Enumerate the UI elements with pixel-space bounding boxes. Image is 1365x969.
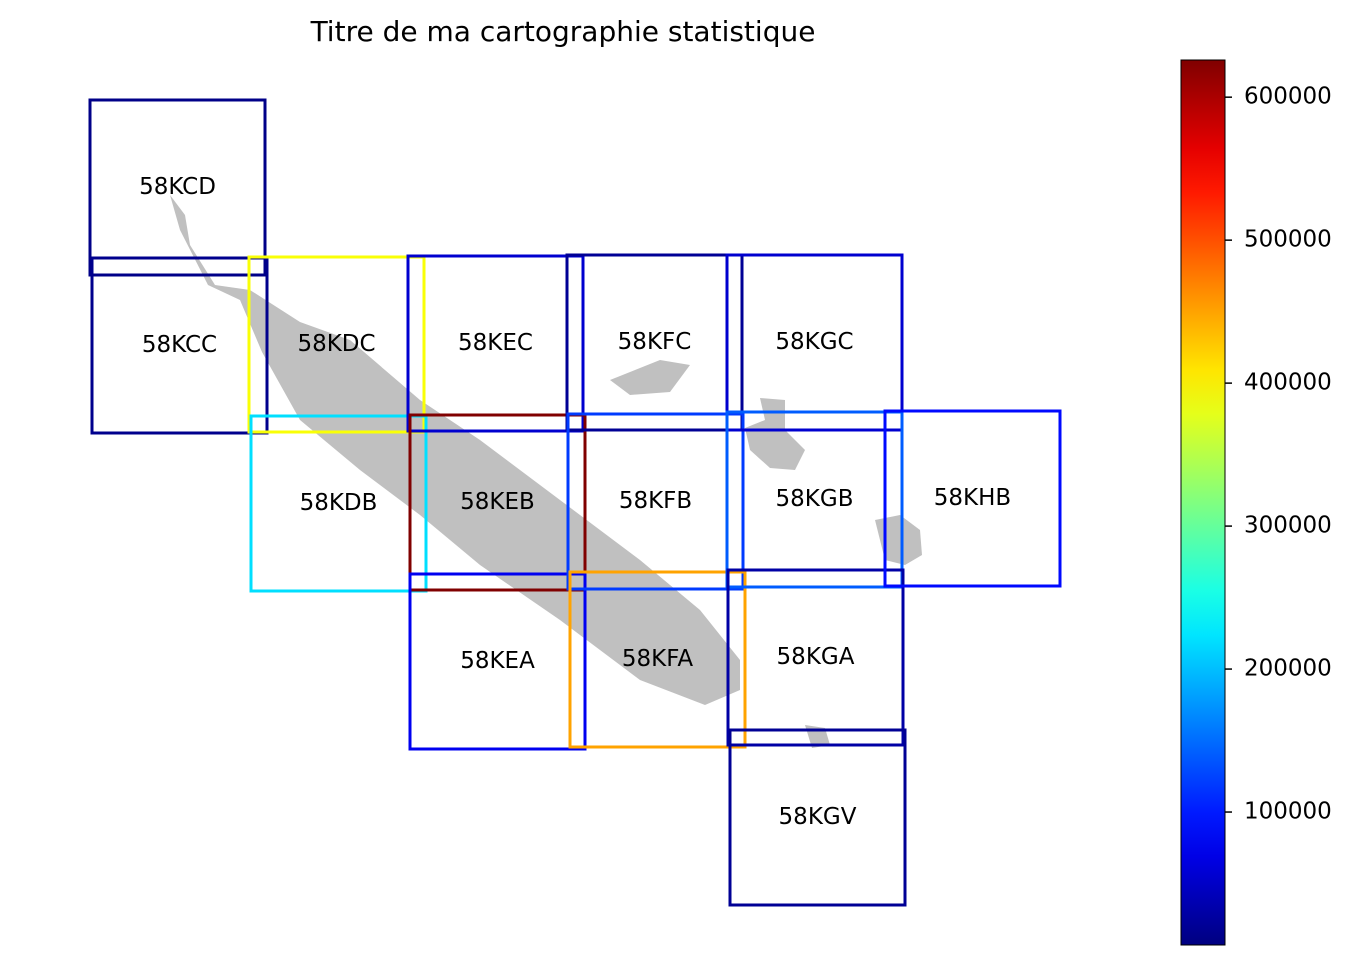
colorbar-tick-label: 300000: [1244, 513, 1332, 539]
tile-label: 58KFC: [618, 329, 692, 355]
colorbar-tick-label: 600000: [1244, 84, 1332, 110]
tile: [247, 255, 426, 434]
colorbar-tick-label: 200000: [1244, 656, 1332, 682]
tile-label: 58KCD: [139, 174, 216, 200]
colorbar-tick-label: 100000: [1244, 799, 1332, 825]
tile-label: 58KGB: [776, 486, 854, 512]
tile: [408, 413, 587, 592]
tile: [568, 570, 747, 749]
tile-label: 58KCC: [142, 332, 217, 358]
tile-label: 58KHB: [934, 485, 1011, 511]
tiles: [88, 98, 1062, 907]
colorbar-tick-label: 500000: [1244, 227, 1332, 253]
colorbar-ticks: 100000 200000 300000 400000 500000 600000: [1225, 84, 1332, 825]
tile-label: 58KEC: [458, 330, 533, 356]
labels: 58KCD 58KCC 58KDC 58KDB 58KEC 58KEB 58KEA 58KFC…: [139, 174, 1011, 830]
tile: [725, 253, 904, 432]
tile: [728, 728, 907, 907]
island: [745, 398, 805, 470]
tile: [726, 568, 905, 747]
map-title: Titre de ma cartographie statistique: [310, 15, 816, 48]
tile-label: 58KGC: [775, 329, 853, 355]
colorbar: [1180, 59, 1226, 946]
island: [875, 515, 922, 565]
tile-label: 58KFA: [622, 646, 693, 672]
tile: [566, 412, 745, 591]
tile-label: 58KEA: [460, 648, 535, 674]
island: [610, 360, 690, 395]
tile-label: 58KEB: [460, 489, 535, 515]
land: [170, 195, 922, 748]
tile-label: 58KDB: [300, 490, 378, 516]
colorbar-tick-label: 400000: [1244, 370, 1332, 396]
tile: [90, 256, 269, 435]
tile: [406, 254, 585, 433]
tile-label: 58KDC: [297, 331, 375, 357]
main-island: [170, 195, 740, 705]
tile-label: 58KGV: [779, 804, 857, 830]
tile: [249, 414, 428, 593]
tile: [725, 410, 904, 589]
tile: [565, 253, 744, 432]
tile: [408, 572, 587, 751]
tile: [88, 98, 267, 277]
tile-label: 58KGA: [777, 644, 855, 670]
tile: [883, 409, 1062, 588]
tile-label: 58KFB: [619, 488, 692, 514]
